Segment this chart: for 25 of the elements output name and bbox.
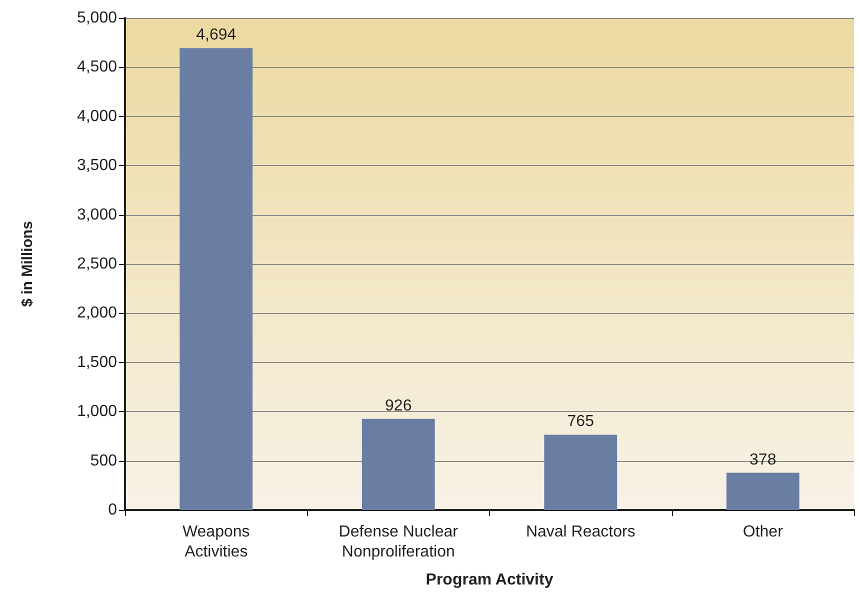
y-tick-label: 3,000 — [76, 206, 118, 224]
data-label: 4,694 — [196, 26, 236, 44]
x-tick-label: Naval Reactors — [526, 524, 636, 540]
bar — [544, 434, 618, 510]
y-axis-title: $ in Millions — [19, 221, 36, 307]
y-tick-label: 4,000 — [76, 108, 118, 125]
y-tick-label: 1,500 — [76, 354, 118, 371]
y-tick-label: 4,500 — [76, 58, 118, 76]
y-tick-label: 2,000 — [76, 304, 118, 322]
bar — [180, 48, 253, 510]
y-tick-label: 1,000 — [76, 403, 118, 420]
y-tick-label: 3,500 — [76, 157, 118, 174]
y-tick-label: 2,500 — [76, 256, 118, 272]
y-tick-label: 0 — [108, 502, 118, 518]
x-axis-title: Program Activity — [426, 572, 554, 588]
data-label: 378 — [750, 451, 776, 468]
data-label: 765 — [567, 413, 594, 430]
bar — [726, 472, 800, 510]
data-label: 926 — [385, 397, 412, 414]
x-tick-label: Weapons Activities — [182, 524, 250, 560]
x-tick-label: Other — [742, 524, 784, 540]
y-tick-label: 5,000 — [76, 10, 118, 26]
y-tick-label: 500 — [90, 452, 118, 470]
x-tick-label: Defense Nuclear Nonproliferation — [338, 524, 459, 560]
bar — [362, 418, 435, 510]
